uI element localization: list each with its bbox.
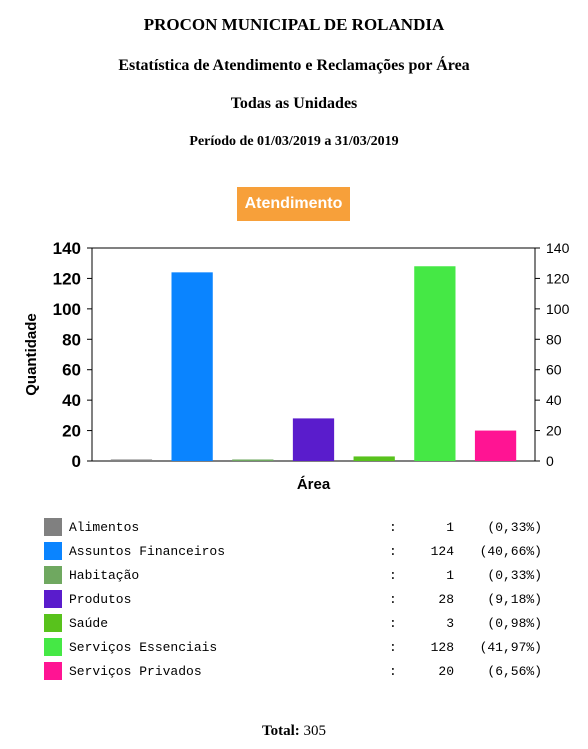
report-scope: Todas as Unidades: [230, 95, 358, 112]
legend-row: Serviços Essenciais: 128 (41,97%): [44, 637, 564, 656]
legend-percent: (40,66%): [479, 544, 542, 559]
legend-percent: (0,98%): [487, 616, 542, 631]
legend-separator: :: [389, 664, 397, 679]
legend-swatch: [44, 614, 62, 632]
total-value: 305: [303, 723, 327, 739]
legend-swatch: [44, 518, 62, 536]
bar-saude: [353, 456, 395, 461]
legend-percent: (0,33%): [487, 520, 542, 535]
bar-assuntos-financeiros: [171, 272, 213, 461]
y-tick-label-right: 80: [546, 331, 562, 347]
report-period: Período de 01/03/2019 a 31/03/2019: [189, 134, 399, 149]
legend-separator: :: [389, 592, 397, 607]
atendimento-badge: Atendimento: [237, 187, 350, 221]
bar-chart: 0 0 20 20 40 40 60 60 80 80 100 100 120 120 140 140 Quan…: [23, 239, 570, 493]
legend-separator: :: [389, 640, 397, 655]
legend-separator: :: [389, 544, 397, 559]
total-label: Total:: [261, 723, 300, 739]
report-subtitle: Estatística de Atendimento e Reclamações…: [118, 57, 470, 74]
legend-percent: (41,97%): [479, 640, 542, 655]
y-tick-label-right: 140: [546, 240, 570, 256]
legend-swatch: [44, 590, 62, 608]
legend-row: Produtos: 28 (9,18%): [44, 589, 564, 608]
legend-value: 128: [430, 640, 454, 655]
legend-separator: :: [389, 520, 397, 535]
legend-row: Saúde: 3 (0,98%): [44, 613, 564, 632]
y-tick-label-right: 20: [546, 423, 562, 439]
legend-swatch: [44, 662, 62, 680]
legend-value: 28: [438, 592, 454, 607]
report-title: PROCON MUNICIPAL DE ROLANDIA: [143, 15, 445, 34]
y-tick-label-left: 20: [62, 422, 81, 441]
bar-servicos-essenciais: [414, 266, 456, 461]
legend-row: Assuntos Financeiros: 124 (40,66%): [44, 541, 564, 560]
legend-swatch: [44, 638, 62, 656]
bar-alimentos: [110, 459, 153, 461]
y-tick-label-left: 140: [53, 239, 81, 258]
legend-value: 124: [430, 544, 454, 559]
legend-name: Habitação: [69, 568, 140, 583]
legend-name: Serviços Privados: [69, 664, 202, 679]
x-axis-label: Área: [297, 476, 331, 493]
y-tick-label-right: 40: [546, 392, 562, 408]
y-tick-label-right: 100: [546, 301, 570, 317]
legend-name: Alimentos: [69, 520, 140, 535]
y-tick-label-left: 60: [62, 361, 81, 380]
legend-percent: (0,33%): [487, 568, 542, 583]
legend-percent: (6,56%): [487, 664, 542, 679]
legend-row: Habitação: 1 (0,33%): [44, 565, 564, 584]
legend-row: Alimentos: 1 (0,33%): [44, 517, 564, 536]
y-axis-label: Quantidade: [23, 313, 40, 396]
y-tick-label-left: 80: [62, 330, 81, 349]
legend-swatch: [44, 542, 62, 560]
legend-swatch: [44, 566, 62, 584]
legend-value: 1: [446, 568, 454, 583]
y-tick-label-right: 0: [546, 453, 554, 469]
legend-value: 1: [446, 520, 454, 535]
legend-percent: (9,18%): [487, 592, 542, 607]
legend-value: 20: [438, 664, 454, 679]
legend-name: Produtos: [69, 592, 132, 607]
y-tick-label-right: 60: [546, 362, 562, 378]
legend-name: Assuntos Financeiros: [69, 544, 226, 559]
legend-separator: :: [389, 616, 397, 631]
legend-value: 3: [446, 616, 454, 631]
bar-servicos-privados: [474, 430, 517, 461]
legend-row: Serviços Privados: 20 (6,56%): [44, 661, 564, 680]
bar-produtos: [292, 418, 335, 461]
y-tick-label-left: 0: [72, 452, 81, 471]
y-tick-label-left: 40: [62, 391, 81, 410]
total-line: Total: 305: [0, 723, 588, 740]
y-tick-label-left: 100: [53, 300, 81, 319]
legend-name: Serviços Essenciais: [69, 640, 218, 655]
y-tick-label-right: 120: [546, 270, 570, 286]
bar-habitacao: [232, 459, 274, 461]
y-tick-label-left: 120: [53, 269, 81, 288]
legend-separator: :: [389, 568, 397, 583]
legend-name: Saúde: [69, 616, 109, 631]
